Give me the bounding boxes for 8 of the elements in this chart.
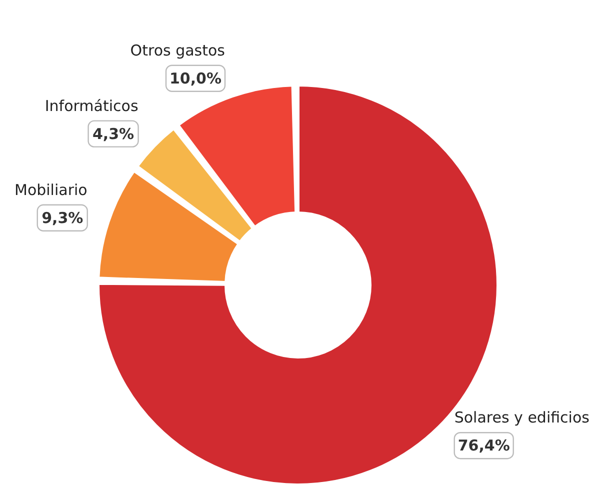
slice-label: Otros gastos bbox=[130, 41, 226, 60]
slice-label: Informáticos bbox=[44, 96, 138, 115]
slice-label: Solares y edificios bbox=[454, 408, 590, 427]
slice-label: Mobiliario bbox=[14, 180, 88, 199]
data-label: 10,0% bbox=[169, 69, 222, 88]
data-label: 76,4% bbox=[458, 436, 510, 455]
data-label: 9,3% bbox=[42, 208, 84, 227]
data-label: 4,3% bbox=[92, 124, 134, 143]
